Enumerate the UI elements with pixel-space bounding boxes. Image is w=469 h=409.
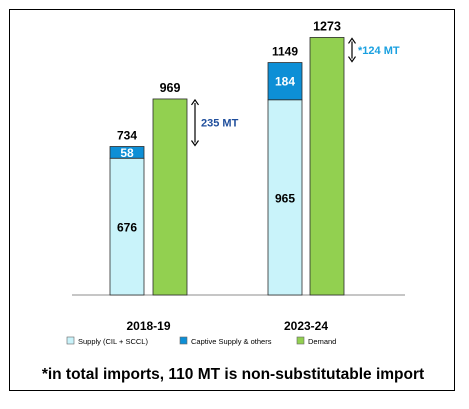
gap-arrow-head-down [348,56,356,63]
chart-frame: 676 58 734 969 235 MT 2018-19 965 184 1149 1273 *1… [9,9,455,391]
data-label-supply: 965 [275,191,295,205]
data-label-supply-total: 734 [117,129,137,143]
bar-demand [152,98,188,296]
bar-demand [309,37,345,296]
data-label-captive: 184 [275,75,295,89]
legend-swatch [66,336,75,345]
bar-captive [109,146,145,159]
footnote: *in total imports, 110 MT is non-substit… [41,366,425,383]
data-label-supply: 676 [117,221,137,235]
gap-arrow-head-down [191,140,199,147]
legend-swatch [179,336,188,345]
x-tick-label: 2023-24 [284,319,328,333]
bar-supply [109,157,145,296]
data-label-supply-total: 1149 [272,45,298,59]
legend-label: Demand [308,337,336,346]
gap-arrow-head-up [191,98,199,106]
data-label-demand: 969 [160,81,181,95]
data-label-captive: 58 [120,146,134,160]
legend-swatch [296,336,305,345]
data-label-demand: 1273 [313,19,341,33]
chart-svg: 676 58 734 969 235 MT 2018-19 965 184 1149 1273 *1… [66,19,405,346]
gap-label: 235 MT [201,118,239,130]
gap-arrow-head-up [348,37,356,44]
gap-label: *124 MT [358,45,400,57]
x-tick-label: 2018-19 [126,319,170,333]
legend-label: Captive Supply & others [191,337,272,346]
legend-label: Supply (CIL + SCCL) [78,337,148,346]
bar-captive [267,62,303,101]
